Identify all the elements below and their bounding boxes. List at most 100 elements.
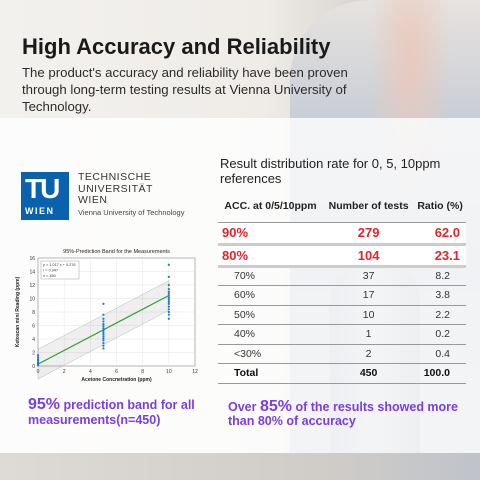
table-row: 40% 1 0.2 <box>218 324 466 345</box>
data-point <box>167 290 170 293</box>
data-point <box>167 298 170 301</box>
x-tick-label: 8 <box>141 369 144 375</box>
legend-text: n = 450 <box>43 274 56 278</box>
data-point <box>102 317 105 320</box>
data-point <box>102 341 105 345</box>
table-row: 70% 37 8.2 <box>218 266 466 286</box>
legend-box <box>40 260 80 280</box>
cell-tests: 2 <box>323 344 415 364</box>
x-tick-label: 2 <box>63 369 66 375</box>
x-tick-label: 12 <box>192 369 198 375</box>
cell-tests: 1 <box>323 324 415 345</box>
chart-title: 95%-Prediction Band for the Measurements <box>63 249 170 255</box>
logo-english-name: Vienna University of Technology <box>78 207 185 217</box>
cell-ratio: 62.0 <box>414 222 466 246</box>
right-caption-text: of the results showed more than 80% of a… <box>228 400 459 428</box>
x-tick-label: 6 <box>115 369 118 375</box>
cell-acc: 60% <box>218 285 324 306</box>
data-point <box>167 305 170 308</box>
legend-text: y = 1.017 x + 0.276 <box>43 263 76 267</box>
cell-acc: 70% <box>218 266 324 286</box>
data-point <box>167 283 170 287</box>
left-caption: 95% prediction band for all measurements… <box>28 397 218 428</box>
data-point <box>102 347 105 350</box>
data-point <box>167 287 170 291</box>
cell-acc: Total <box>218 363 324 384</box>
cell-tests: 279 <box>323 222 415 246</box>
data-point <box>167 296 170 299</box>
table-row: 80% 104 23.1 <box>218 244 466 268</box>
data-point <box>167 300 170 303</box>
data-point <box>102 329 105 332</box>
data-point <box>102 313 105 316</box>
header-acc: ACC. at 0/5/10ppm <box>218 192 324 223</box>
y-tick-label: 16 <box>29 256 35 262</box>
data-point <box>102 327 105 330</box>
cell-ratio: 0.4 <box>414 344 466 364</box>
data-point <box>167 310 170 314</box>
x-tick-label: 10 <box>166 369 172 375</box>
data-point <box>102 325 105 328</box>
data-point <box>102 331 105 334</box>
logo-line-3: WIEN <box>78 194 108 206</box>
data-point <box>167 302 170 305</box>
data-point <box>102 302 105 305</box>
data-point <box>102 333 105 336</box>
logo-line-2: UNIVERSITÄT <box>78 182 153 195</box>
data-point <box>102 335 105 338</box>
logo-mark: TU <box>25 173 60 204</box>
cell-acc: 40% <box>218 324 324 345</box>
y-tick-label: 0 <box>32 364 35 370</box>
cell-tests: 104 <box>323 244 415 268</box>
cell-tests: 17 <box>323 285 415 306</box>
cell-acc: 90% <box>218 222 324 246</box>
header-ratio: Ratio (%) <box>414 192 466 223</box>
right-caption: Over 85% of the results showed more than… <box>228 398 468 429</box>
tu-wien-wordmark: TECHNISCHE UNIVERSITÄT WIEN Vienna Unive… <box>78 171 185 218</box>
chart-svg: 0246810121416024681012y = 1.017 x + 0.27… <box>15 249 198 383</box>
data-point <box>167 294 170 297</box>
data-point <box>36 354 40 357</box>
data-point <box>102 323 105 326</box>
cell-tests: 37 <box>323 266 415 286</box>
page-title: High Accuracy and Reliability <box>22 34 331 59</box>
cell-ratio: 0.2 <box>414 324 466 345</box>
y-tick-label: 14 <box>29 270 35 276</box>
y-tick-label: 8 <box>32 310 35 316</box>
cell-ratio: 2.2 <box>414 305 466 325</box>
y-tick-label: 2 <box>32 351 35 357</box>
cell-ratio: 8.2 <box>414 266 466 286</box>
cell-ratio: 3.8 <box>414 285 466 306</box>
y-axis-label: Ketoscan mini Reading (ppm) <box>15 276 21 347</box>
cell-ratio: 23.1 <box>414 244 466 268</box>
data-point <box>102 339 105 342</box>
table-row: <30% 2 0.4 <box>218 344 466 364</box>
bottom-strip <box>0 453 480 480</box>
cell-acc: <30% <box>218 344 324 364</box>
cell-acc: 80% <box>218 244 324 268</box>
x-tick-label: 4 <box>89 369 92 375</box>
prediction-band-chart: 0246810121416024681012y = 1.017 x + 0.27… <box>10 240 210 390</box>
data-point <box>167 275 170 278</box>
tu-wien-logo: TU WIEN <box>21 172 69 220</box>
data-point <box>102 344 105 347</box>
data-point <box>102 337 105 340</box>
data-point <box>36 356 40 359</box>
data-point <box>167 263 170 266</box>
table-row: Total 450 100.0 <box>218 363 466 384</box>
y-tick-label: 4 <box>32 337 35 343</box>
header-tests: Number of tests <box>323 192 415 223</box>
cell-ratio: 100.0 <box>414 363 466 384</box>
table-row: 60% 17 3.8 <box>218 285 466 306</box>
data-point <box>167 317 170 320</box>
left-caption-text: prediction band for all measurements(n=4… <box>28 398 195 427</box>
data-point <box>167 308 170 311</box>
cell-acc: 50% <box>218 305 324 325</box>
logo-mark-sub: WIEN <box>25 206 55 216</box>
right-caption-pct: 85% <box>259 398 292 415</box>
left-caption-pct: 95% <box>28 396 61 413</box>
table-row: 90% 279 62.0 <box>218 222 466 246</box>
logo-line-1: TECHNISCHE <box>78 171 152 183</box>
results-table: ACC. at 0/5/10ppm Number of tests Ratio … <box>218 192 466 384</box>
table-header-row: ACC. at 0/5/10ppm Number of tests Ratio … <box>218 192 466 223</box>
